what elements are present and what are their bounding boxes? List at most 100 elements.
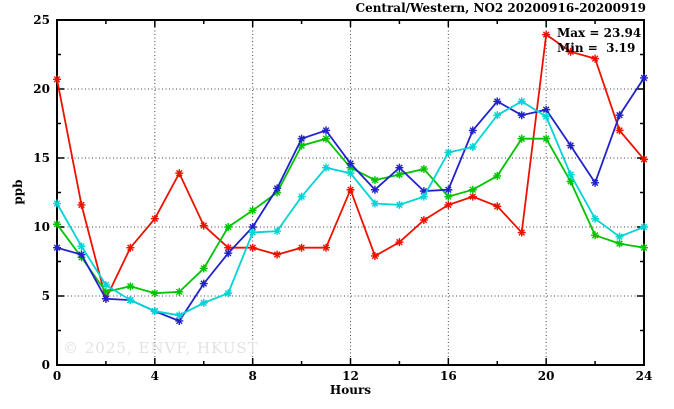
blue-line-marker bbox=[346, 159, 355, 168]
blue-line-marker bbox=[297, 134, 306, 143]
red-line-marker bbox=[224, 243, 233, 252]
red-line-marker bbox=[566, 47, 575, 56]
y-axis-label: ppb bbox=[11, 179, 25, 205]
blue-line-marker bbox=[493, 97, 502, 106]
cyan-line-marker bbox=[591, 214, 600, 223]
cyan-line-marker bbox=[346, 169, 355, 178]
red-line-marker bbox=[591, 54, 600, 63]
green-line-marker bbox=[566, 177, 575, 186]
red-line-marker bbox=[273, 250, 282, 259]
red-line-marker bbox=[322, 243, 331, 252]
red-line-marker bbox=[175, 169, 184, 178]
cyan-line-marker bbox=[395, 200, 404, 209]
cyan-line-marker bbox=[175, 311, 184, 320]
red-line-marker bbox=[248, 243, 257, 252]
red-line-marker bbox=[542, 30, 551, 39]
cyan-line-marker bbox=[101, 280, 110, 289]
blue-line-marker bbox=[101, 294, 110, 303]
red-line-marker bbox=[53, 75, 61, 84]
cyan-line-marker bbox=[53, 199, 61, 208]
x-tick-label: 8 bbox=[248, 369, 257, 383]
min-label: Min = 3.19 bbox=[557, 41, 636, 55]
cyan-line-marker bbox=[444, 148, 453, 157]
green-line-marker bbox=[419, 165, 428, 174]
x-tick-label: 4 bbox=[150, 369, 159, 383]
green-line-marker bbox=[640, 243, 648, 252]
green-line-marker bbox=[444, 192, 453, 201]
blue-line-marker bbox=[591, 178, 600, 187]
red-line-marker bbox=[77, 200, 86, 209]
blue-line-marker bbox=[370, 185, 379, 194]
x-tick-label: 0 bbox=[52, 369, 62, 383]
max-label: Max = 23.94 bbox=[557, 26, 642, 40]
green-line-marker bbox=[224, 223, 233, 231]
green-line-marker bbox=[346, 163, 355, 172]
cyan-line-marker bbox=[273, 227, 282, 236]
y-tick-label: 25 bbox=[33, 13, 50, 27]
cyan-line-marker bbox=[297, 192, 306, 201]
green-line-marker bbox=[101, 287, 110, 296]
x-tick-label: 12 bbox=[342, 369, 359, 383]
red-line-marker bbox=[493, 202, 502, 211]
green-line-marker bbox=[517, 134, 526, 143]
green-line-marker bbox=[53, 220, 61, 229]
blue-line-marker bbox=[419, 187, 428, 196]
cyan-line-marker bbox=[77, 242, 86, 251]
red-line-marker bbox=[297, 243, 306, 252]
green-line-marker bbox=[322, 134, 331, 143]
green-line-marker bbox=[615, 239, 624, 248]
cyan-line-marker bbox=[419, 192, 428, 201]
blue-line-marker bbox=[53, 243, 61, 252]
cyan-line-marker bbox=[468, 142, 477, 151]
green-line-marker bbox=[175, 287, 184, 296]
green-line-marker bbox=[542, 134, 551, 143]
y-tick-label: 5 bbox=[41, 289, 50, 303]
x-tick-label: 24 bbox=[635, 369, 653, 383]
cyan-line-marker bbox=[199, 298, 208, 307]
blue-line-marker bbox=[77, 250, 86, 259]
cyan-line-marker bbox=[493, 111, 502, 120]
cyan-line-marker bbox=[322, 163, 331, 172]
cyan-line-marker bbox=[370, 199, 379, 208]
green-line-marker bbox=[370, 176, 379, 185]
cyan-line-marker bbox=[224, 289, 233, 298]
max-min-annotation: Max = 23.94 Min = 3.19 bbox=[557, 26, 641, 56]
green-line-marker bbox=[126, 282, 135, 291]
green-line-marker bbox=[395, 170, 404, 179]
blue-line-marker bbox=[468, 126, 477, 135]
green-line-marker bbox=[248, 206, 257, 215]
blue-line-marker bbox=[615, 111, 624, 120]
red-line-marker bbox=[395, 238, 404, 247]
cyan-line-marker bbox=[248, 228, 257, 237]
cyan-line-marker bbox=[566, 170, 575, 179]
green-line-marker bbox=[468, 185, 477, 194]
cyan-line-marker bbox=[640, 223, 648, 231]
red-line-marker bbox=[640, 155, 648, 164]
red-line-marker bbox=[444, 200, 453, 209]
blue-line-marker bbox=[224, 249, 233, 258]
y-tick-label: 20 bbox=[33, 82, 50, 96]
blue-line-marker bbox=[199, 279, 208, 288]
watermark: © 2025, ENVF, HKUST bbox=[63, 339, 259, 357]
cyan-line-marker bbox=[615, 232, 624, 241]
cyan-line-marker bbox=[517, 97, 526, 106]
blue-line-marker bbox=[566, 141, 575, 150]
blue-line-marker bbox=[175, 316, 184, 325]
red-line-marker bbox=[150, 214, 159, 223]
green-line-marker bbox=[273, 188, 282, 197]
red-line-marker bbox=[126, 243, 135, 252]
blue-line-marker bbox=[444, 185, 453, 194]
cyan-line-marker bbox=[126, 296, 135, 305]
cyan-line-marker bbox=[150, 307, 159, 316]
blue-line-marker bbox=[273, 184, 282, 193]
x-tick-label: 16 bbox=[439, 369, 457, 383]
blue-line-marker bbox=[248, 223, 257, 231]
x-axis-label: Hours bbox=[329, 383, 372, 397]
red-line-marker bbox=[468, 192, 477, 201]
blue-line-marker bbox=[517, 111, 526, 120]
green-line-marker bbox=[297, 141, 306, 150]
blue-line-marker bbox=[640, 73, 648, 82]
red-line-marker bbox=[419, 216, 428, 225]
x-tick-label: 20 bbox=[537, 369, 555, 383]
